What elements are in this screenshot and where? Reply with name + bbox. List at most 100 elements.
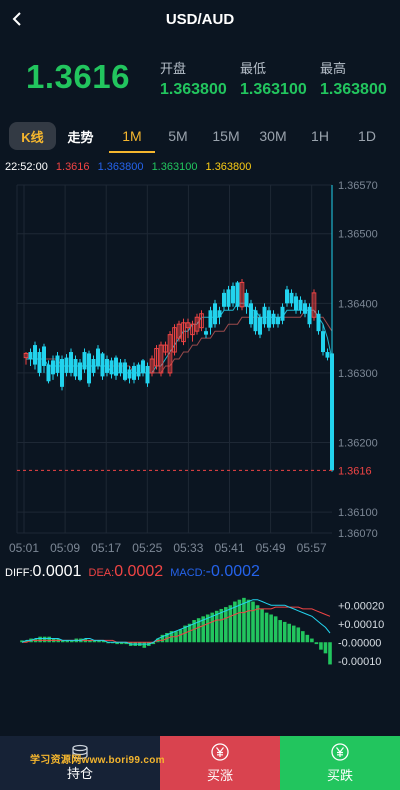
macd-bar (305, 634, 310, 643)
high-stat: 最高 1.363800 (320, 58, 387, 99)
open-stat: 开盘 1.363800 (160, 58, 227, 99)
macd-bar (42, 636, 47, 643)
macd-label: MACD: (170, 567, 206, 579)
candle-body (285, 289, 289, 304)
tab-30m[interactable]: 30M (259, 128, 287, 144)
macd-bar (328, 642, 332, 665)
candle-body (37, 352, 42, 373)
macd-bar (219, 608, 224, 643)
open-label: 开盘 (160, 61, 187, 76)
active-tab-indicator (109, 151, 155, 153)
candle-body (258, 317, 262, 335)
candle-body (217, 310, 222, 318)
candle-body (325, 352, 330, 358)
candle-body (132, 365, 136, 380)
candle-body (204, 331, 208, 335)
macd-bar (183, 625, 187, 643)
y-tick-label: 1.36500 (338, 229, 378, 241)
macd-bar (101, 640, 106, 643)
candle-body (330, 353, 334, 471)
ohlc-low: 1.363100 (151, 161, 198, 173)
positions-button[interactable]: 持仓 (0, 736, 160, 790)
candle-body (231, 285, 235, 304)
candle-body (82, 352, 87, 370)
macd-bar (192, 620, 196, 643)
tab-15m[interactable]: 15M (212, 128, 240, 144)
macd-bar (310, 638, 314, 643)
buy-down-button[interactable]: 买跌 (280, 736, 400, 790)
diff-line (21, 599, 331, 645)
macd-bar (301, 631, 305, 643)
macd-bar (165, 633, 169, 643)
candle-body (303, 303, 307, 314)
ohlc-high: 1.363800 (205, 161, 252, 173)
buy-up-button[interactable]: 买涨 (160, 736, 280, 790)
macd-bar (97, 640, 101, 643)
candle-body (213, 303, 217, 325)
candle-body (105, 359, 109, 373)
macd-bar (20, 640, 24, 643)
chevron-left-icon (12, 12, 21, 26)
y-tick-label: 1.36100 (338, 507, 378, 519)
candle-body (136, 364, 141, 377)
low-label: 最低 (240, 61, 267, 76)
macd-bar (151, 642, 156, 645)
macd-bar (319, 642, 323, 650)
tab-kline[interactable]: K线 (9, 122, 56, 150)
low-stat: 最低 1.363100 (240, 58, 307, 99)
macd-bar (314, 642, 319, 645)
macd-y-tick-label: -0.00010 (338, 656, 381, 668)
x-tick-label: 05:09 (50, 541, 80, 555)
macd-bar (65, 640, 70, 643)
candle-body (276, 317, 280, 325)
candle-body (51, 360, 55, 375)
buy-down-label: 买跌 (326, 768, 353, 783)
tab-trend[interactable]: 走势 (67, 129, 94, 145)
macd-bar (246, 599, 251, 643)
tab-1d[interactable]: 1D (358, 128, 376, 144)
ohlc-readout: 22:52:00 1.3616 1.363800 1.363100 1.3638… (5, 161, 256, 173)
macd-bar (196, 618, 201, 643)
candle-body (208, 310, 213, 328)
header: USD/AUD (0, 0, 400, 40)
candle-body (73, 359, 78, 377)
candle-body (267, 310, 271, 328)
macd-bar (228, 605, 233, 643)
macd-bar (242, 597, 246, 643)
macd-bar (269, 614, 273, 643)
candle-body (199, 313, 204, 329)
candle-body (154, 348, 159, 367)
candle-body (294, 296, 298, 311)
yen-coin-icon (211, 743, 229, 761)
candle-body (163, 344, 168, 353)
high-value: 1.363800 (320, 81, 387, 98)
ohlc-close: 1.3616 (55, 161, 90, 173)
candle-body (114, 357, 118, 376)
back-button[interactable] (6, 8, 28, 30)
dea-label: DEA: (88, 567, 115, 579)
candlestick-chart[interactable]: 1.36570 1.36500 1.36400 1.36300 1.36200 1.361… (0, 175, 400, 560)
candle-body (190, 323, 195, 336)
candle-body (33, 345, 37, 365)
candle-body (226, 289, 231, 307)
x-tick-label: 05:17 (91, 541, 121, 555)
stack-icon (72, 744, 88, 760)
macd-bar (60, 640, 65, 643)
macd-bar (115, 642, 119, 645)
yen-coin-icon (331, 743, 349, 761)
y-tick-label: 1.36070 (338, 528, 378, 540)
candle-body (42, 346, 46, 366)
candle-body (289, 292, 294, 304)
candle-body (145, 365, 150, 384)
macd-bar (47, 636, 51, 643)
macd-bar (201, 616, 205, 643)
candle-body (109, 360, 114, 375)
candle-body (78, 362, 82, 380)
tab-1h[interactable]: 1H (311, 128, 329, 144)
y-tick-label: 1.36570 (338, 180, 378, 192)
tab-1m[interactable]: 1M (122, 128, 142, 144)
tab-5m[interactable]: 5M (168, 128, 188, 144)
candle-body (167, 334, 173, 374)
x-tick-label: 05:41 (214, 541, 244, 555)
macd-bar (187, 623, 192, 643)
